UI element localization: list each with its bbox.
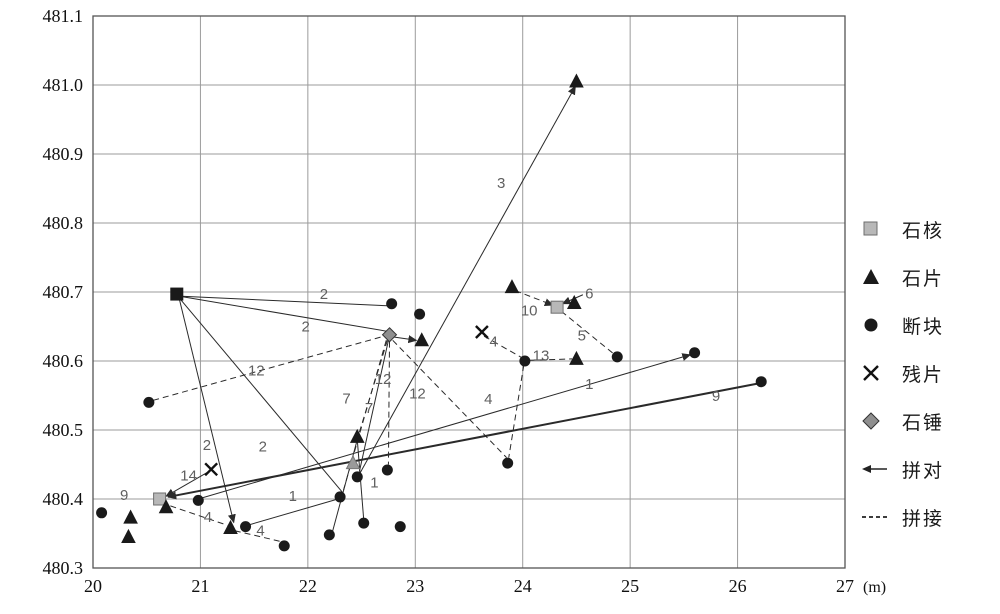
svg-text:480.4: 480.4	[43, 489, 84, 509]
svg-text:22: 22	[299, 576, 317, 596]
legend-label-hammerstone: 石锤	[902, 411, 945, 434]
svg-text:24: 24	[514, 576, 532, 596]
core-square-icon	[860, 218, 890, 240]
data-points	[96, 73, 767, 552]
svg-text:481.0: 481.0	[43, 75, 84, 95]
svg-text:1: 1	[370, 474, 378, 491]
legend-label-chunk: 断块	[902, 315, 945, 338]
svg-text:21: 21	[191, 576, 209, 596]
svg-text:1: 1	[585, 376, 593, 393]
hammerstone-diamond-icon	[860, 410, 890, 432]
legend-item-chunk: 断块	[860, 308, 944, 342]
svg-text:2: 2	[320, 286, 328, 303]
svg-text:7: 7	[342, 390, 350, 407]
svg-text:480.8: 480.8	[43, 213, 84, 233]
svg-text:27: 27	[836, 576, 854, 596]
svg-text:4: 4	[204, 509, 212, 526]
legend-label-core: 石核	[902, 219, 945, 242]
legend: 石核 石片 断块 残片 石锤	[860, 212, 944, 534]
svg-text:25: 25	[621, 576, 639, 596]
svg-text:20: 20	[84, 576, 102, 596]
conjoin-dashed-icon	[860, 506, 890, 528]
svg-text:9: 9	[120, 487, 128, 504]
svg-text:3: 3	[497, 175, 505, 192]
svg-text:2: 2	[302, 319, 310, 336]
legend-label-flake: 石片	[902, 267, 945, 290]
svg-text:(m): (m)	[863, 579, 886, 596]
svg-text:480.9: 480.9	[43, 144, 84, 164]
svg-text:4: 4	[490, 334, 498, 351]
flake-triangle-icon	[860, 266, 890, 288]
legend-label-conjoin: 拼接	[902, 507, 945, 530]
svg-text:4: 4	[484, 391, 492, 408]
svg-text:12: 12	[248, 363, 265, 380]
legend-item-conjoin: 拼接	[860, 500, 944, 534]
legend-item-flake: 石片	[860, 260, 944, 294]
svg-text:2: 2	[203, 437, 211, 454]
svg-text:480.7: 480.7	[43, 282, 84, 302]
svg-text:26: 26	[729, 576, 747, 596]
legend-item-refit: 拼对	[860, 452, 944, 486]
svg-text:13: 13	[533, 347, 550, 364]
svg-text:6: 6	[585, 285, 593, 302]
legend-item-hammerstone: 石锤	[860, 404, 944, 438]
fragment-x-icon	[860, 362, 890, 384]
svg-text:1: 1	[289, 488, 297, 505]
refit-arrow-icon	[860, 458, 890, 480]
svg-text:12: 12	[375, 371, 392, 388]
grid	[92, 15, 846, 569]
svg-text:7: 7	[365, 400, 373, 417]
svg-text:5: 5	[578, 327, 586, 344]
svg-text:480.3: 480.3	[43, 558, 84, 578]
chunk-circle-icon	[860, 314, 890, 336]
legend-item-fragment: 残片	[860, 356, 944, 390]
axis-tick-labels: 480.3 480.4 480.5 480.6 480.7 480.8 480.9 481.0…	[43, 6, 887, 596]
svg-text:12: 12	[409, 385, 426, 402]
legend-item-core: 石核	[860, 212, 944, 246]
svg-text:9: 9	[712, 388, 720, 405]
svg-text:480.6: 480.6	[43, 351, 84, 371]
legend-label-fragment: 残片	[902, 363, 945, 386]
svg-text:14: 14	[180, 468, 197, 485]
svg-text:2: 2	[259, 439, 267, 456]
svg-text:480.5: 480.5	[43, 420, 84, 440]
svg-text:481.1: 481.1	[43, 6, 84, 26]
legend-label-refit: 拼对	[902, 459, 945, 482]
refit-lines	[153, 85, 758, 543]
svg-text:10: 10	[521, 303, 538, 320]
svg-text:4: 4	[256, 523, 264, 540]
svg-text:23: 23	[406, 576, 424, 596]
